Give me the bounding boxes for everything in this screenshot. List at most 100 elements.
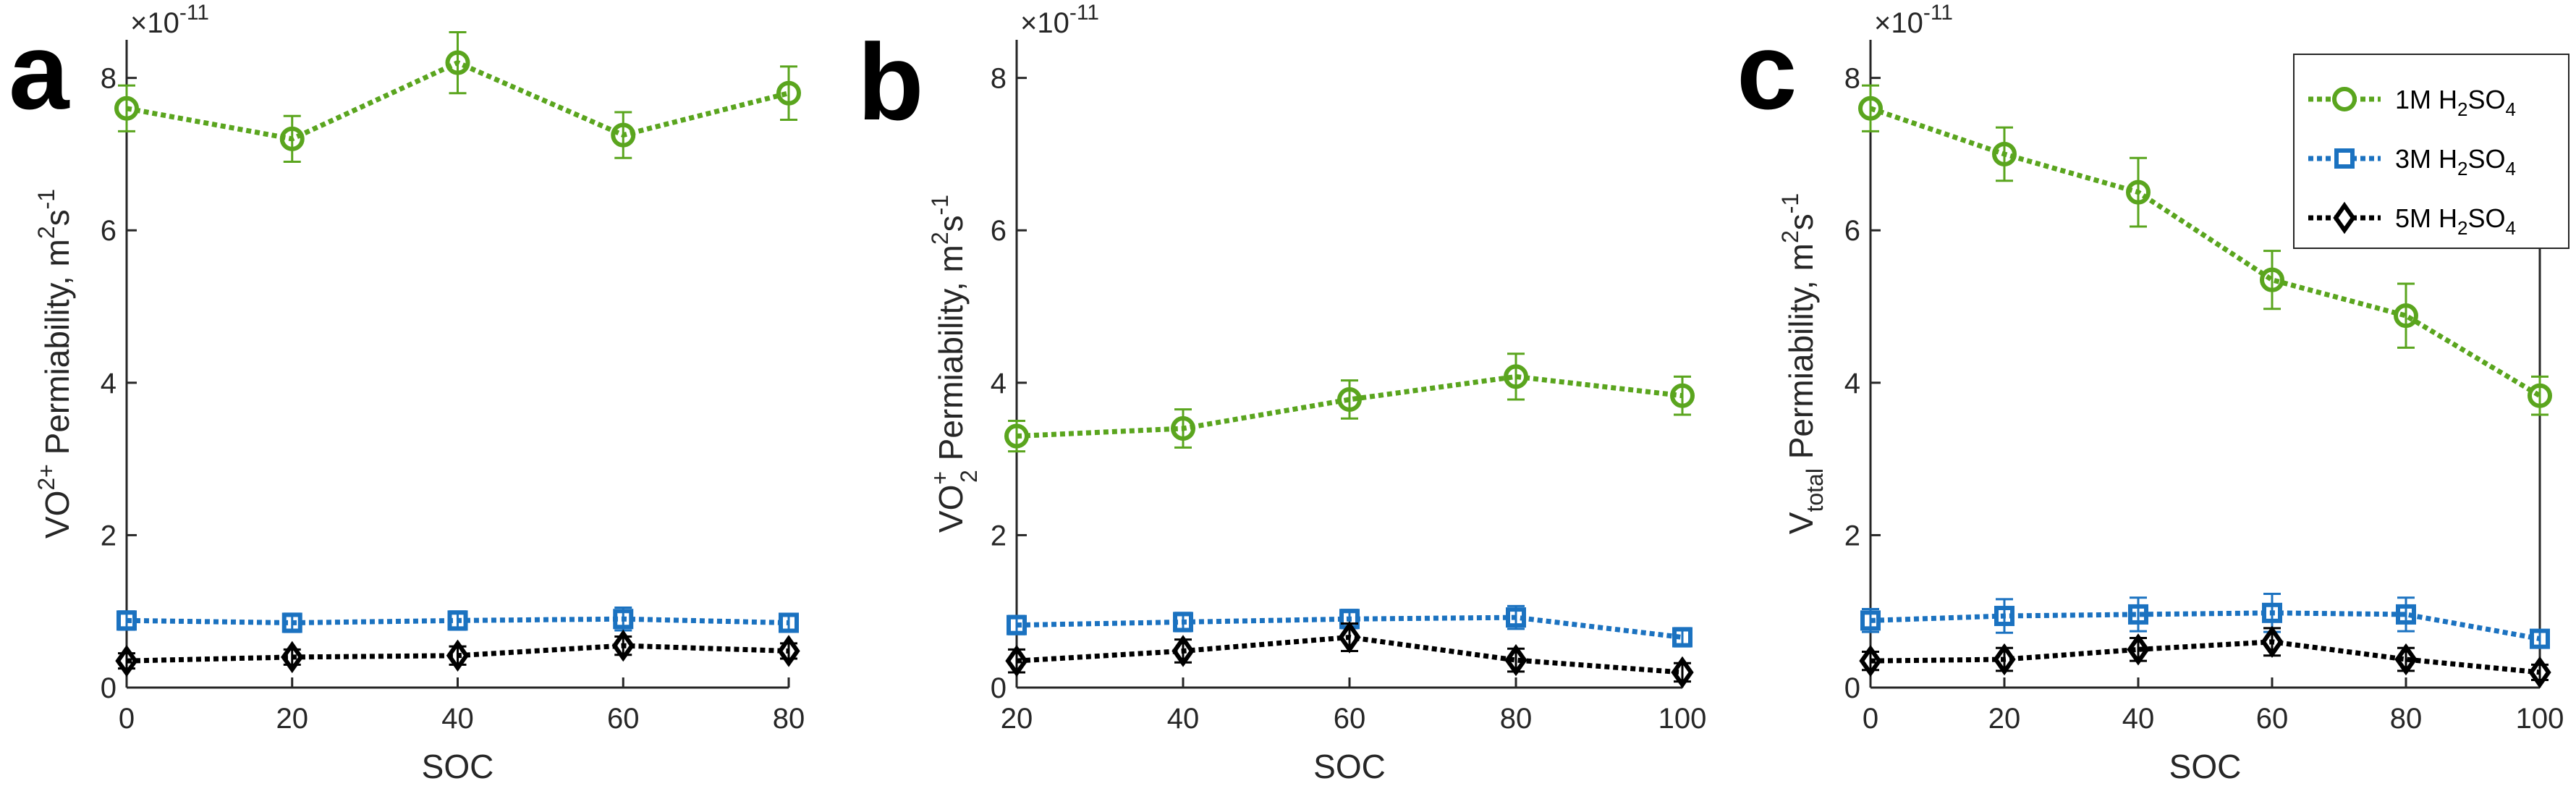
x-tick-label: 100	[1658, 703, 1707, 735]
x-tick-label: 20	[276, 703, 309, 735]
data-point	[2261, 625, 2284, 659]
data-point	[445, 50, 470, 75]
x-tick-label: 60	[2256, 703, 2289, 735]
data-point	[281, 612, 302, 633]
x-tick-label: 80	[2390, 703, 2423, 735]
x-tick-label: 40	[2122, 703, 2155, 735]
exponent-label: ×10-11	[1020, 1, 1099, 39]
y-axis-title: VO2+ Permiability, m2s-1	[33, 189, 76, 538]
x-axis-title: SOC	[1313, 748, 1386, 785]
legend-entry: 3M H2SO4	[2308, 144, 2516, 179]
series-line	[1870, 610, 2541, 642]
legend: 1M H2SO4 3M H2SO4 5M H2SO4	[2293, 54, 2569, 249]
y-axis-title: VO+ 2 Permiability, m2s-1	[927, 195, 982, 533]
data-point	[611, 122, 636, 148]
data-point	[279, 126, 305, 151]
data-point	[1337, 386, 1362, 412]
data-point	[1338, 621, 1361, 654]
data-point	[1171, 416, 1195, 441]
data-point	[611, 629, 635, 662]
exponent-label: ×10-11	[130, 1, 209, 39]
series-line	[1870, 639, 2541, 675]
x-axis-title: SOC	[422, 748, 494, 785]
x-tick-label: 40	[441, 703, 474, 735]
y-tick-label: 2	[101, 520, 116, 552]
data-point	[2262, 602, 2282, 623]
y-tick-label: 0	[101, 672, 116, 704]
x-tick-label: 0	[119, 703, 135, 735]
legend-marker	[2334, 148, 2355, 169]
data-point	[1860, 610, 1881, 631]
data-point	[1173, 612, 1193, 633]
y-tick-label: 0	[991, 672, 1007, 704]
x-tick-label: 40	[1167, 703, 1200, 735]
data-point	[446, 639, 470, 672]
exponent-label: ×10-11	[1874, 1, 1953, 39]
data-point	[2128, 604, 2148, 625]
series-2	[1860, 592, 2550, 649]
y-tick-label: 8	[1844, 63, 1860, 95]
legend-entry: 1M H2SO4	[2308, 85, 2516, 120]
data-point	[1858, 96, 1883, 121]
data-point	[2528, 656, 2551, 689]
series-1	[1858, 84, 2552, 416]
data-point	[1994, 606, 2014, 627]
data-point	[1005, 644, 1028, 677]
x-tick-label: 80	[1500, 703, 1533, 735]
x-axis-title: SOC	[2169, 748, 2242, 785]
series-line	[1016, 373, 1683, 439]
x-tick-label: 20	[1988, 703, 2021, 735]
data-point	[1504, 364, 1528, 389]
data-point	[1504, 643, 1528, 677]
data-point	[1672, 627, 1692, 648]
series-3	[115, 629, 800, 677]
x-tick-label: 0	[1863, 703, 1878, 735]
x-tick-label: 20	[1001, 703, 1033, 735]
series-3	[1859, 625, 2551, 689]
data-point	[613, 609, 634, 630]
y-tick-label: 2	[1844, 520, 1860, 552]
data-point	[1859, 644, 1882, 677]
data-point	[1670, 383, 1695, 408]
data-point	[2528, 383, 2552, 408]
data-point	[2127, 633, 2150, 666]
data-point	[2394, 643, 2418, 676]
legend-marker	[2332, 87, 2357, 111]
data-point	[1993, 643, 2016, 676]
legend-label: 3M H2SO4	[2395, 144, 2516, 179]
legend-entry: 5M H2SO4	[2308, 201, 2516, 239]
chart-panel-b: 0 2 4 6 8 20 40 60 80 100 ×10-11 SOC VO+ 2 Permiabili…	[927, 1, 1706, 785]
data-point	[2396, 604, 2416, 625]
x-tick-label: 60	[1334, 703, 1366, 735]
y-axis-title: Vtotal Permiability, m2s-1	[1777, 193, 1828, 534]
data-point	[447, 610, 468, 631]
series-3	[1005, 621, 1694, 689]
data-point	[776, 80, 801, 106]
y-tick-label: 4	[991, 368, 1007, 400]
data-point	[281, 641, 304, 674]
legend-marker	[2333, 201, 2356, 235]
series-1	[1004, 352, 1695, 453]
series-2	[116, 606, 799, 633]
series-1	[114, 30, 801, 163]
data-point	[114, 96, 139, 121]
data-point	[116, 610, 137, 631]
series-line	[1869, 106, 2541, 398]
y-tick-label: 4	[1844, 368, 1860, 400]
data-point	[1506, 607, 1526, 628]
data-point	[2530, 628, 2550, 649]
data-point	[1007, 614, 1027, 635]
series-2	[1007, 604, 1692, 648]
y-tick-label: 6	[1844, 215, 1860, 247]
y-tick-label: 8	[101, 63, 116, 95]
x-tick-label: 80	[773, 703, 805, 735]
data-point	[1671, 656, 1694, 689]
panel-letter-c: c	[1737, 10, 1797, 132]
panel-letter-b: b	[857, 21, 924, 143]
data-point	[2260, 267, 2284, 292]
y-tick-label: 2	[991, 520, 1007, 552]
y-tick-label: 8	[991, 63, 1007, 95]
